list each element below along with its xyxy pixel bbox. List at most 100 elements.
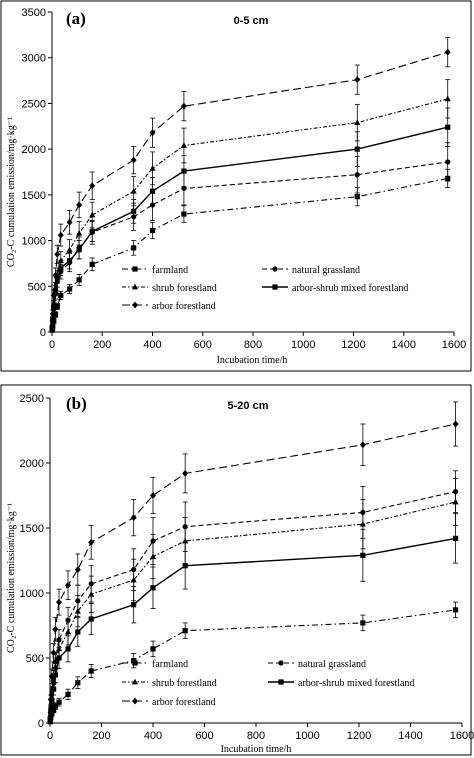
panel-b-y-axis-label: CO₂-C cumulation emission/mg·kg⁻¹ bbox=[6, 503, 17, 653]
panel-a-legend-label: arbor-shrub mixed forestland bbox=[292, 283, 408, 294]
panel-a-legend-item-shrub-forestland: shrub forestland bbox=[122, 283, 217, 294]
panel-b-series-arbor-shrub-mixed-forestland-point bbox=[150, 585, 156, 591]
panel-a-label: (a) bbox=[66, 9, 86, 28]
panel-a-series-shrub-forestland-point bbox=[89, 211, 96, 218]
panel-b-series-arbor-forestland-point bbox=[56, 598, 63, 606]
panel-a-series-shrub-forestland-point bbox=[444, 95, 451, 102]
panel-b-series-farmland-point bbox=[360, 620, 366, 626]
panel-b-series-arbor-shrub-mixed-forestland-point bbox=[65, 646, 71, 652]
panel-a-series-arbor-shrub-mixed-forestland-point bbox=[52, 288, 59, 294]
panel-a-series-natural-grassland-point bbox=[445, 159, 451, 165]
panel-b-series-arbor-shrub-mixed-forestland-point bbox=[75, 629, 81, 635]
panel-a-x-tick-label: 1400 bbox=[392, 339, 416, 351]
panel-b-series-arbor-forestland-point bbox=[47, 696, 54, 703]
panel-a-series-farmland-point bbox=[89, 261, 95, 267]
panel-a-legend-item-natural-grassland: natural grassland bbox=[262, 265, 360, 276]
panel-b-series-arbor-shrub-mixed-forestland-point bbox=[49, 699, 55, 705]
panel-a-x-tick-label: 1200 bbox=[341, 339, 365, 351]
panel-b-legend-marker bbox=[132, 697, 138, 705]
panel-a-series-arbor-shrub-mixed-forestland-point bbox=[181, 168, 187, 174]
panel-b-series-shrub-forestland-point bbox=[452, 498, 459, 505]
panel-b-legend-item-farmland: farmland bbox=[122, 659, 188, 670]
panel-a-series-arbor-forestland-point bbox=[57, 231, 64, 239]
panel-a-series-arbor-forestland-point bbox=[180, 102, 187, 110]
panel-b-series-farmland-point bbox=[75, 680, 81, 686]
panel-b-x-tick-label: 400 bbox=[144, 730, 162, 742]
panel-a-frame bbox=[0, 0, 472, 372]
panel-a-series-shrub-forestland-point bbox=[149, 165, 156, 171]
panel-b-series-arbor-shrub-mixed-forestland-point bbox=[360, 552, 366, 558]
panel-b-legend-label: arbor forestland bbox=[152, 697, 216, 708]
panel-a-y-tick-label: 3000 bbox=[22, 53, 46, 65]
panel-a-series-arbor-shrub-mixed-forestland-point bbox=[131, 208, 137, 214]
panel-b-series-farmland-point bbox=[182, 628, 188, 634]
panel-b-legend-item-natural-grassland: natural grassland bbox=[268, 659, 366, 670]
panel-b-y-tick-label: 1000 bbox=[20, 588, 44, 600]
panel-b-series-farmland-point bbox=[452, 607, 459, 613]
panel-a-series-farmland-point bbox=[149, 227, 156, 234]
panel-a-legend-marker bbox=[272, 284, 278, 290]
panel-b-series-arbor-shrub-mixed-forestland-point bbox=[56, 655, 62, 661]
panel-a-legend-marker bbox=[132, 301, 138, 309]
panel-b-x-tick-label: 200 bbox=[92, 730, 110, 742]
panel-a-series-arbor-shrub-mixed-forestland-point bbox=[54, 274, 60, 280]
panel-a-series-arbor-forestland-point bbox=[52, 271, 59, 279]
panel-b-series-farmland-point bbox=[51, 707, 57, 713]
panel-b-series-farmland-point bbox=[52, 703, 59, 709]
panel-b-x-axis-label: Incubation time/h bbox=[221, 744, 292, 755]
panel-b-series-farmland-point bbox=[56, 699, 62, 705]
panel-b-series-farmland-line bbox=[49, 609, 456, 722]
panel-a-y-axis-label-group: CO₂-C cumulation emission/mg·kg⁻¹ bbox=[6, 117, 17, 267]
panel-a-x-tick-label: 1600 bbox=[442, 339, 466, 351]
panel-a-series-arbor-shrub-mixed-forestland-point bbox=[149, 188, 156, 194]
panel-a-series-farmland-point bbox=[76, 277, 82, 283]
panel-a-y-tick-label: 2000 bbox=[22, 144, 46, 156]
panel-a-x-tick-label: 200 bbox=[93, 339, 111, 351]
panel-b-series-arbor-shrub-mixed-forestland-point bbox=[452, 535, 459, 541]
panel-a-x-tick-label: 600 bbox=[194, 339, 212, 351]
panel-b-legend-item-shrub-forestland: shrub forestland bbox=[122, 678, 217, 689]
panel-b-y-tick-label: 2500 bbox=[20, 393, 44, 405]
panel-a-series-arbor-forestland-point bbox=[130, 156, 137, 164]
panel-b-legend-marker bbox=[278, 679, 284, 685]
panel-a-x-axis-label: Incubation time/h bbox=[217, 355, 288, 366]
panel-b-series-shrub-forestland-line bbox=[49, 501, 456, 720]
panel-a-series-arbor-forestland-point bbox=[50, 292, 57, 299]
panel-a-x-tick-label: 1000 bbox=[291, 339, 315, 351]
panel-b-series-arbor-shrub-mixed-forestland-point bbox=[88, 616, 94, 622]
panel-a-x-tick-label: 0 bbox=[49, 339, 55, 351]
panel-a-series-farmland-point bbox=[52, 312, 59, 318]
panel-a-legend-label: shrub forestland bbox=[152, 283, 217, 294]
panel-b-series-arbor-forestland bbox=[47, 401, 459, 722]
panel-b-x-tick-label: 600 bbox=[195, 730, 213, 742]
panel-a-legend-marker bbox=[131, 283, 139, 290]
panel-b-series-shrub-forestland-point bbox=[74, 608, 81, 614]
panel-a-series-shrub-forestland-point bbox=[76, 230, 83, 236]
panel-a-series-arbor-forestland-point bbox=[89, 182, 96, 190]
panel-a-x-tick-label: 400 bbox=[143, 339, 161, 351]
panel-a-series-arbor-forestland-point bbox=[149, 129, 156, 137]
panel-b-series-arbor-forestland-line bbox=[49, 423, 456, 718]
panel-b-legend-item-arbor-forestland: arbor forestland bbox=[122, 697, 216, 708]
panel-a-y-tick-label: 3500 bbox=[22, 7, 46, 19]
panel-a-legend-marker bbox=[272, 266, 278, 272]
panel-a-y-tick-label: 1000 bbox=[22, 236, 46, 248]
panel-b-y-tick-label: 2000 bbox=[20, 458, 44, 470]
panel-a-series-shrub-forestland-point bbox=[66, 246, 73, 253]
panel-b-legend-marker bbox=[131, 678, 139, 685]
panel-a-legend-item-arbor-shrub-mixed-forestland: arbor-shrub mixed forestland bbox=[262, 283, 408, 294]
panel-a-series-arbor-shrub-mixed-forestland-point bbox=[51, 303, 57, 309]
panel-a-series-arbor-shrub-mixed-forestland-point bbox=[354, 146, 360, 152]
panel-a-series-shrub-forestland-point bbox=[130, 188, 137, 194]
panel-b-x-tick-label: 0 bbox=[47, 730, 53, 742]
panel-b-x-tick-label: 1000 bbox=[295, 730, 319, 742]
panel-b-x-tick-label: 800 bbox=[247, 730, 265, 742]
panel-a-legend-label: natural grassland bbox=[292, 265, 360, 276]
panel-b-series-farmland-point bbox=[88, 668, 94, 674]
panel-a-series-arbor-shrub-mixed-forestland-point bbox=[76, 247, 82, 253]
panel-b-label: (b) bbox=[66, 394, 87, 413]
panel-b-series-arbor-forestland-point bbox=[150, 492, 156, 499]
panel-a-series-arbor-shrub-mixed-forestland-point bbox=[89, 228, 95, 235]
panel-b-legend-marker bbox=[278, 660, 284, 666]
panel-b-series-arbor-shrub-mixed-forestland-point bbox=[182, 563, 188, 569]
